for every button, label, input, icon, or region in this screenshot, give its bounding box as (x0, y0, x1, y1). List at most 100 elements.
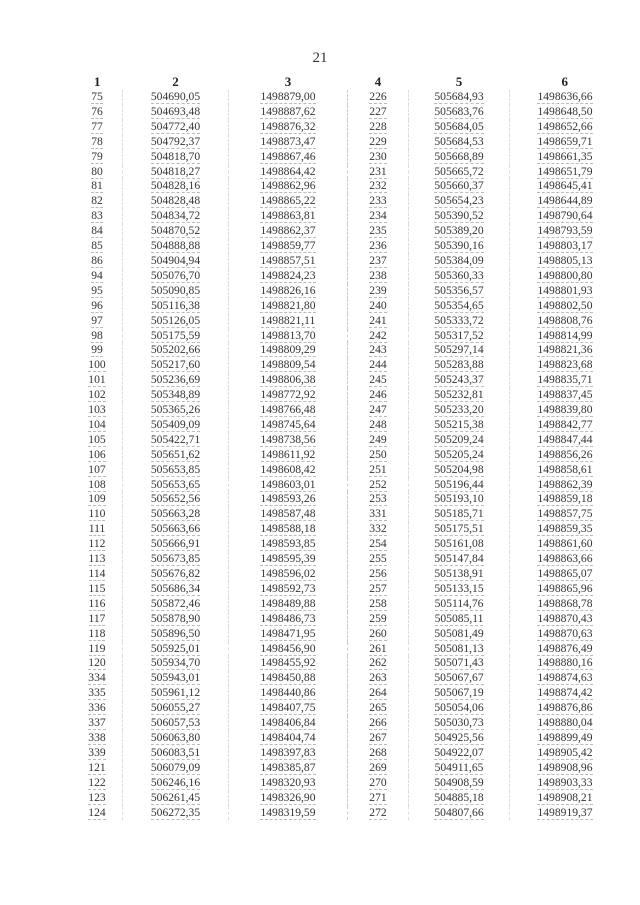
right-point-number-cell: 238 (347, 268, 409, 284)
y-coordinate: 1498661,35 (537, 149, 593, 164)
left-x-coordinate-cell: 506272,35 (122, 805, 229, 821)
x-coordinate: 505071,43 (434, 656, 484, 671)
point-number: 86 (91, 253, 103, 268)
right-y-coordinate-cell: 1498870,63 (510, 626, 621, 642)
point-number: 256 (369, 567, 387, 581)
left-x-coordinate-cell: 505126,05 (122, 313, 229, 329)
table-row: 77 504772,40 1498876,32 228 505684,05 1498652… (72, 119, 621, 135)
left-y-coordinate-cell: 1498867,46 (228, 149, 348, 165)
point-number: 107 (88, 462, 106, 477)
column-header-4: 4 (374, 74, 382, 89)
right-point-number-cell: 246 (347, 388, 409, 404)
column-header-6: 6 (561, 74, 569, 89)
right-point-number-cell: 226 (347, 90, 409, 105)
left-point-number-cell: 108 (72, 477, 123, 493)
x-coordinate: 505348,89 (150, 388, 201, 403)
right-y-coordinate-cell: 1498636,66 (510, 90, 621, 105)
y-coordinate: 1498899,49 (537, 730, 593, 745)
right-point-number-cell: 262 (347, 656, 409, 672)
x-coordinate: 505668,89 (434, 149, 484, 164)
table-row: 112 505666,91 1498593,85 254 505161,08 149886… (72, 537, 620, 553)
table-row: 336 506055,27 1498407,75 265 505054,06 149887… (72, 701, 620, 717)
right-y-coordinate-cell: 1498839,80 (510, 403, 621, 418)
right-y-coordinate-cell: 1498651,79 (510, 164, 621, 180)
right-x-coordinate-cell: 505317,52 (408, 328, 510, 344)
right-x-coordinate-cell: 505684,05 (408, 119, 510, 135)
x-coordinate: 505030,73 (434, 716, 484, 731)
y-coordinate: 1498651,79 (537, 164, 593, 179)
x-coordinate: 505684,05 (434, 119, 484, 134)
left-x-coordinate-cell: 505653,85 (122, 462, 229, 478)
y-coordinate: 1498455,92 (260, 656, 316, 671)
table-row: 76 504693,48 1498887,62 227 505683,76 1498648… (72, 104, 620, 120)
right-x-coordinate-cell: 505665,72 (408, 164, 510, 180)
x-coordinate: 504690,05 (150, 90, 201, 104)
left-y-coordinate-cell: 1498608,42 (228, 462, 348, 478)
y-coordinate: 1498868,78 (537, 596, 593, 611)
left-y-coordinate-cell: 1498826,16 (228, 283, 348, 299)
left-y-coordinate-cell: 1498738,56 (228, 432, 348, 448)
y-coordinate: 1498644,89 (537, 194, 593, 209)
table-row: 335 505961,12 1498440,86 264 505067,19 149887… (72, 686, 620, 702)
left-y-coordinate-cell: 1498813,70 (228, 328, 348, 344)
right-x-coordinate-cell: 504922,07 (408, 745, 510, 761)
x-coordinate: 504693,48 (150, 104, 201, 119)
x-coordinate: 505204,98 (434, 462, 484, 477)
y-coordinate: 1498745,64 (260, 417, 316, 432)
y-coordinate: 1498865,07 (537, 567, 593, 581)
point-number: 99 (91, 343, 103, 358)
left-point-number-cell: 112 (72, 537, 123, 553)
x-coordinate: 505356,57 (434, 283, 484, 298)
point-number: 247 (369, 403, 387, 418)
x-coordinate: 506083,51 (150, 745, 201, 760)
x-coordinate: 505297,14 (434, 343, 484, 358)
left-point-number-cell: 103 (72, 403, 123, 418)
point-number: 115 (88, 581, 106, 596)
point-number: 235 (369, 224, 387, 239)
point-number: 250 (369, 447, 387, 462)
right-point-number-cell: 235 (347, 224, 409, 240)
y-coordinate: 1498859,35 (537, 522, 593, 537)
right-point-number-cell: 264 (347, 686, 409, 702)
right-point-number-cell: 227 (347, 104, 409, 120)
right-point-number-cell: 260 (347, 626, 409, 642)
table-row: 113 505673,85 1498595,39 255 505147,84 149886… (72, 552, 620, 567)
right-point-number-cell: 255 (347, 552, 409, 567)
y-coordinate: 1498802,50 (537, 298, 593, 313)
point-number: 104 (88, 417, 106, 432)
x-coordinate: 504922,07 (434, 745, 484, 760)
point-number: 226 (369, 90, 387, 104)
point-number: 258 (369, 596, 387, 611)
x-coordinate: 505090,85 (150, 283, 201, 298)
point-number: 339 (88, 745, 106, 760)
right-point-number-cell: 271 (347, 790, 409, 806)
right-y-coordinate-cell: 1498908,96 (510, 760, 621, 776)
x-coordinate: 505354,65 (434, 298, 484, 313)
right-y-coordinate-cell: 1498859,18 (510, 492, 621, 507)
right-x-coordinate-cell: 505071,43 (408, 656, 510, 672)
point-number: 266 (369, 716, 387, 731)
right-x-coordinate-cell: 505067,19 (408, 686, 510, 702)
right-x-coordinate-cell: 505384,09 (408, 253, 510, 269)
left-y-coordinate-cell: 1498595,39 (228, 552, 348, 567)
point-number: 108 (88, 477, 106, 492)
point-number: 80 (91, 164, 103, 179)
left-x-coordinate-cell: 505934,70 (122, 656, 229, 672)
x-coordinate: 505147,84 (434, 552, 484, 567)
y-coordinate: 1498870,43 (537, 611, 593, 626)
right-y-coordinate-cell: 1498865,07 (510, 567, 621, 582)
left-x-coordinate-cell: 505686,34 (122, 581, 229, 597)
right-y-coordinate-cell: 1498652,66 (510, 119, 621, 135)
point-number: 263 (369, 671, 387, 686)
left-x-coordinate-cell: 504693,48 (122, 104, 229, 120)
table-row: 338 506063,80 1498404,74 267 504925,56 149889… (72, 730, 620, 746)
x-coordinate: 505196,44 (434, 477, 484, 492)
right-x-coordinate-cell: 505193,10 (408, 492, 510, 508)
table-body: 75 504690,05 1498879,00 226 505684,93 1498636… (72, 90, 621, 821)
left-y-coordinate-cell: 1498879,00 (228, 90, 348, 105)
table-row: 97 505126,05 1498821,11 241 505333,72 1498808… (72, 313, 620, 329)
left-point-number-cell: 106 (72, 447, 123, 463)
point-number: 253 (369, 492, 387, 507)
x-coordinate: 505360,33 (434, 268, 484, 283)
table-row: 100 505217,60 1498809,54 244 505283,88 149882… (72, 358, 620, 374)
